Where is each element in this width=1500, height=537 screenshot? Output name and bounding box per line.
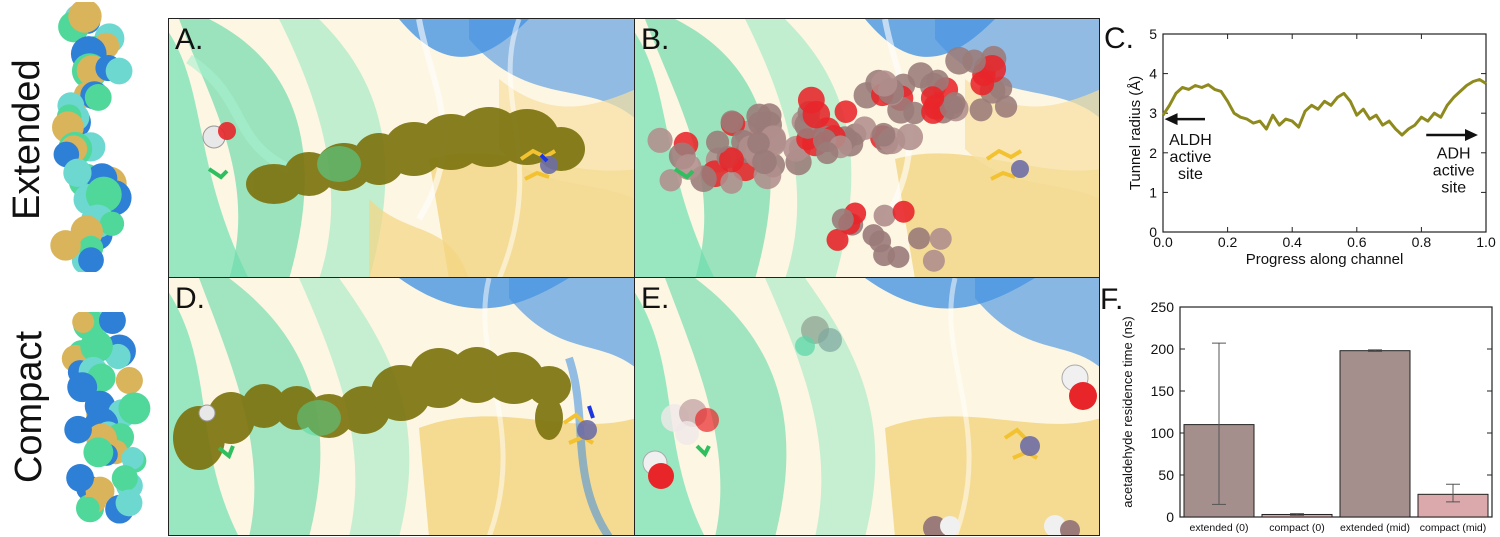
- adh-annotation-line: ADH: [1437, 146, 1471, 163]
- aldh-annotation-line: active: [1170, 149, 1212, 166]
- adh-arrow-head: [1465, 128, 1478, 141]
- residence-time-chart: 0 50 100 150 200 250 acetaldehyde residence ti…: [1110, 290, 1500, 537]
- tunnel-a: [246, 107, 585, 204]
- compact-assembly-image: [61, 312, 151, 524]
- y-tick-label: 100: [1151, 425, 1175, 441]
- y-tick-label: 200: [1151, 341, 1175, 357]
- y-tick-label: 150: [1151, 383, 1175, 399]
- panel-f-label: F.: [1100, 283, 1124, 316]
- tunnel-radius-line: [1161, 78, 1487, 137]
- x-tick-label: 0.8: [1412, 234, 1432, 250]
- category-label: extended (0): [1190, 522, 1249, 534]
- panel-b-render: [635, 19, 1099, 277]
- panel-e-render: [635, 278, 1099, 535]
- category-label: extended (mid): [1340, 522, 1410, 534]
- aldh-annotation-line: ALDH: [1169, 132, 1212, 149]
- y-tick-label: 250: [1151, 299, 1175, 315]
- panel-e-label: E.: [641, 282, 670, 315]
- x-tick-label: 0.6: [1347, 234, 1367, 250]
- row-label-extended: Extended: [6, 59, 48, 220]
- panel-d: D.: [168, 277, 635, 536]
- adh-annotation-line: site: [1441, 180, 1466, 197]
- panel-b: B.: [634, 18, 1100, 278]
- chart-f-plot-frame: [1179, 306, 1493, 518]
- x-tick-label: 0.4: [1282, 234, 1302, 250]
- panel-b-label: B.: [641, 23, 670, 56]
- panel-a-render: [169, 19, 634, 277]
- y-tick-label: 2: [1149, 145, 1157, 161]
- panel-a-label: A.: [175, 23, 204, 56]
- y-tick-label: 0: [1149, 224, 1157, 240]
- category-label: compact (0): [1269, 522, 1324, 534]
- residence-time-chart-svg: 0 50 100 150 200 250 acetaldehyde residence ti…: [1120, 299, 1493, 534]
- y-axis-label: Tunnel radius (Å): [1127, 76, 1144, 191]
- x-tick-label: 0.0: [1153, 234, 1173, 250]
- acetaldehyde-trajectory-b: [647, 45, 1018, 272]
- tunnel-radius-chart-svg: 0.0 0.2 0.4 0.6 0.8 1.0 0 1 2 3 4 5 Progress along c…: [1127, 26, 1496, 268]
- panel-a: A.: [168, 18, 635, 278]
- y-axis-label: acetaldehyde residence time (ns): [1120, 316, 1135, 508]
- extended-assembly-image: [50, 2, 133, 272]
- panel-d-render: [169, 278, 634, 535]
- y-tick-label: 3: [1149, 105, 1157, 121]
- aldh-arrow-head: [1164, 113, 1178, 126]
- y-tick-label: 1: [1149, 184, 1157, 200]
- aldh-annotation-line: site: [1178, 166, 1203, 183]
- y-tick-label: 4: [1149, 66, 1157, 82]
- chart-c-plot-frame: [1162, 33, 1487, 233]
- x-tick-label: 1.0: [1476, 234, 1496, 250]
- y-tick-label: 50: [1158, 467, 1174, 483]
- acetaldehyde-molecules-e: [642, 316, 1097, 535]
- x-axis-label: Progress along channel: [1246, 251, 1404, 268]
- y-tick-label: 0: [1166, 509, 1174, 525]
- adh-annotation-line: active: [1433, 163, 1475, 180]
- bar: [1339, 350, 1411, 518]
- y-tick-label: 5: [1149, 26, 1157, 42]
- panel-d-label: D.: [175, 282, 205, 315]
- x-tick-label: 0.2: [1218, 234, 1238, 250]
- tunnel-radius-chart: 0.0 0.2 0.4 0.6 0.8 1.0 0 1 2 3 4 5 Progress along c…: [1110, 20, 1500, 280]
- panel-c-label: C.: [1104, 22, 1134, 55]
- panel-e: E.: [634, 277, 1100, 536]
- category-label: compact (mid): [1420, 522, 1487, 534]
